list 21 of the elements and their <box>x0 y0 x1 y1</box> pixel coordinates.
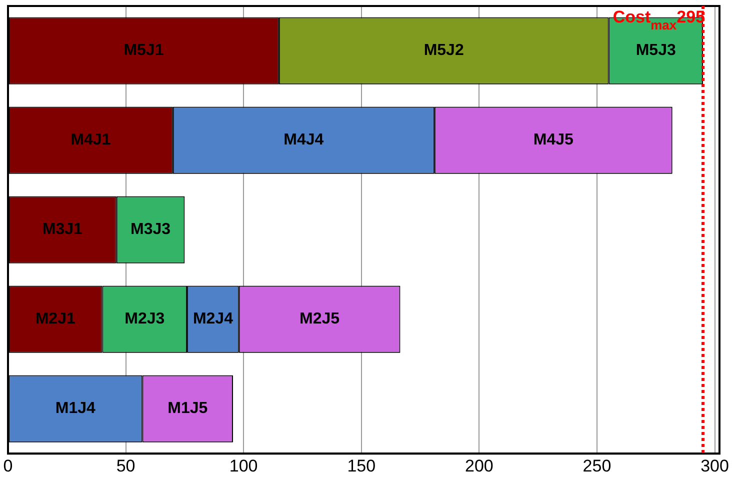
data-label: M1J5 <box>168 400 208 418</box>
x-tick-label: 100 <box>229 456 258 476</box>
x-tick-label: 0 <box>3 456 13 476</box>
data-label: M4J1 <box>70 132 111 149</box>
x-tick-label: 250 <box>582 456 612 476</box>
data-label: M5J2 <box>424 42 464 60</box>
x-tick-label: 50 <box>116 456 136 476</box>
data-label: M1J4 <box>55 400 96 418</box>
data-label: M2J4 <box>192 310 234 328</box>
data-label: M4J5 <box>533 132 574 149</box>
data-label: M2J5 <box>300 310 340 328</box>
data-label: M3J3 <box>130 221 171 238</box>
data-label: M4J4 <box>284 132 324 149</box>
data-label: M3J1 <box>42 221 83 238</box>
data-label: M2J1 <box>35 310 76 328</box>
x-tick-label: 200 <box>464 456 494 476</box>
data-label: M5J3 <box>636 42 676 60</box>
data-label: M2J3 <box>124 310 165 328</box>
data-label: M5J1 <box>124 42 164 60</box>
x-tick-label: 150 <box>347 456 376 476</box>
x-tick-label: 300 <box>700 456 729 476</box>
